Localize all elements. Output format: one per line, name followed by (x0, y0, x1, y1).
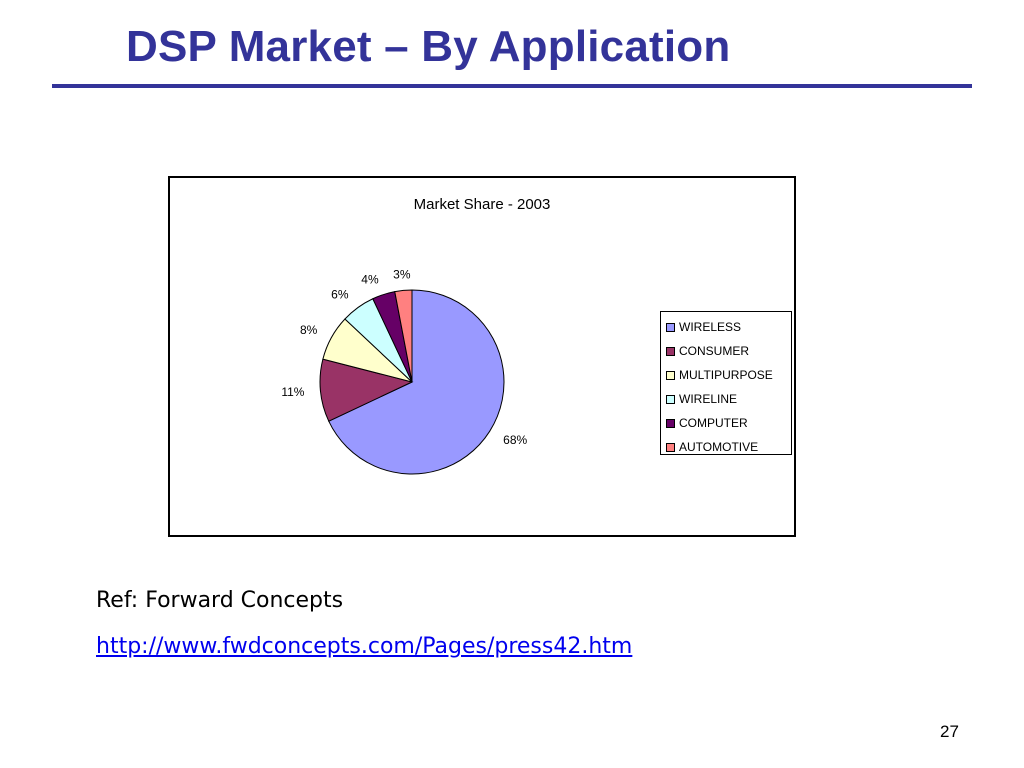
legend-label: COMPUTER (679, 416, 748, 430)
pie-chart: 68% 11% 8% 6% 4% 3% (281, 267, 528, 475)
reference-link[interactable]: http://www.fwdconcepts.com/Pages/press42… (96, 634, 633, 659)
legend-item-wireless: WIRELESS (666, 315, 791, 339)
pie-data-label-multipurpose: 8% (300, 323, 318, 337)
reference-label: Ref: Forward Concepts (96, 588, 344, 613)
pie-slice-automotive (394, 289, 413, 383)
legend-swatch (666, 322, 675, 332)
legend-swatch (666, 394, 675, 404)
legend-swatch (666, 370, 675, 380)
legend-item-consumer: CONSUMER (666, 339, 791, 363)
legend-label: MULTIPURPOSE (679, 368, 773, 382)
legend-swatch (666, 442, 675, 452)
legend-item-wireline: WIRELINE (666, 387, 791, 411)
legend-label: WIRELESS (679, 320, 742, 334)
legend-label: AUTOMOTIVE (679, 440, 759, 454)
pie-data-label-wireline: 6% (331, 288, 349, 302)
pie-data-label-consumer: 11% (281, 385, 304, 399)
pie-data-label-wireless: 68% (503, 433, 527, 447)
chart-frame: Market Share - 2003 68% 11% 8% 6% 4% 3% WIREL… (168, 176, 796, 537)
pie-data-label-computer: 4% (361, 272, 379, 286)
legend-item-automotive: AUTOMOTIVE (666, 435, 791, 459)
page-number: 27 (940, 722, 959, 741)
pie-slice-wireless (328, 289, 505, 475)
legend-item-computer: COMPUTER (666, 411, 791, 435)
slide-title: DSP Market – By Application (126, 22, 731, 71)
chart-legend: WIRELESS CONSUMER MULTIPURPOSE WIRELINE COMP… (660, 311, 792, 455)
pie-data-label-automotive: 3% (393, 267, 411, 281)
title-underline (52, 84, 972, 88)
legend-swatch (666, 346, 675, 356)
legend-label: CONSUMER (679, 344, 750, 358)
chart-title: Market Share - 2003 (413, 196, 551, 213)
legend-swatch (666, 418, 675, 428)
legend-label: WIRELINE (679, 392, 738, 406)
legend-item-multipurpose: MULTIPURPOSE (666, 363, 791, 387)
